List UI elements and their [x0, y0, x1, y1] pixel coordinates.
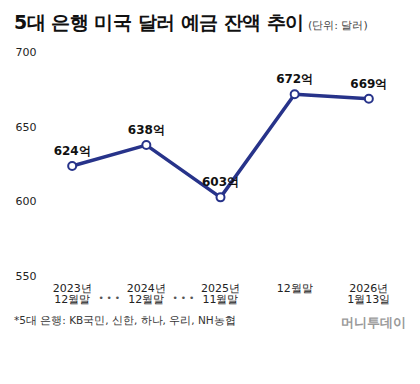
svg-text:669억: 669억 [350, 77, 387, 91]
svg-text:550: 550 [16, 270, 37, 283]
html-text:*5대 은행: KB국민, 신한, 하나, 우리, NH농협: *5대 은행: KB국민, 신한, 하나, 우리, NH농협 [14, 314, 236, 326]
svg-text:12월말: 12월말 [277, 282, 313, 295]
svg-text:624억: 624억 [54, 144, 91, 158]
html-text:5대 은행 미국 달러 예금 잔액 추이 (단위: 달러): 5대 은행 미국 달러 예금 잔액 추이 (단위: 달러) [14, 11, 368, 33]
svg-text:700: 700 [16, 46, 37, 59]
svg-text:650: 650 [16, 121, 37, 134]
svg-text:• • •: • • • [98, 293, 120, 303]
svg-text:672억: 672억 [276, 72, 313, 86]
svg-text:2023년12월말: 2023년12월말 [53, 282, 92, 306]
svg-text:2024년12월말: 2024년12월말 [127, 282, 166, 306]
svg-text:2025년11월말: 2025년11월말 [201, 282, 240, 306]
svg-text:600: 600 [16, 195, 37, 208]
svg-text:2026년1월13일: 2026년1월13일 [347, 282, 390, 306]
svg-text:603억: 603억 [202, 175, 239, 189]
svg-text:• • •: • • • [173, 293, 195, 303]
html-text:머니투데이: 머니투데이 [341, 315, 406, 330]
svg-text:638억: 638억 [128, 123, 165, 137]
